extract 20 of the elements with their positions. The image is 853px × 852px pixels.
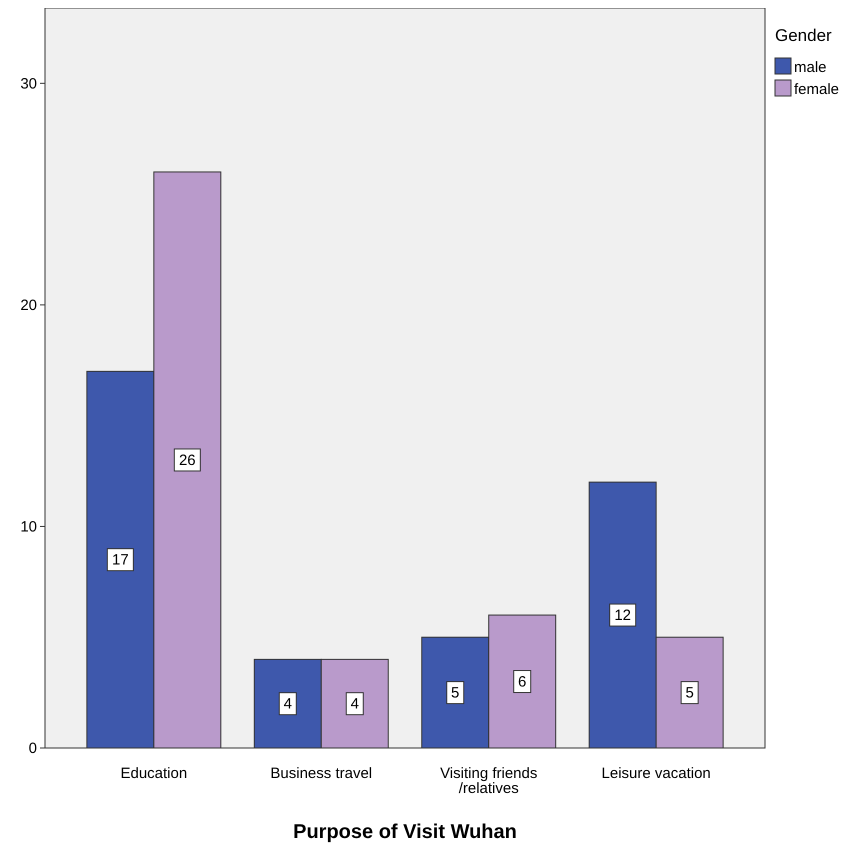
data-label: 4 <box>284 696 292 713</box>
x-tick-label: Visiting friends /relatives <box>440 765 538 797</box>
y-tick-label: 0 <box>28 740 37 757</box>
legend-title: Gender <box>775 26 832 45</box>
data-label: 5 <box>685 684 694 702</box>
data-label: 26 <box>178 452 196 469</box>
x-axis-title: Purpose of Visit Wuhan <box>293 821 517 843</box>
legend-label: male <box>794 59 827 76</box>
x-tick-label: Business travel <box>270 765 372 782</box>
y-tick-label: 10 <box>20 518 37 536</box>
y-tick-label: 20 <box>20 296 37 314</box>
x-tick-label: Leisure vacation <box>602 765 711 782</box>
data-label: 5 <box>451 684 460 702</box>
data-label: 12 <box>614 607 632 624</box>
data-label: 4 <box>350 696 359 713</box>
data-label: 17 <box>112 552 129 569</box>
y-tick-label: 30 <box>20 75 37 92</box>
x-tick-label: Education <box>120 765 188 782</box>
data-label: 6 <box>518 674 526 691</box>
legend-label: female <box>794 81 840 98</box>
